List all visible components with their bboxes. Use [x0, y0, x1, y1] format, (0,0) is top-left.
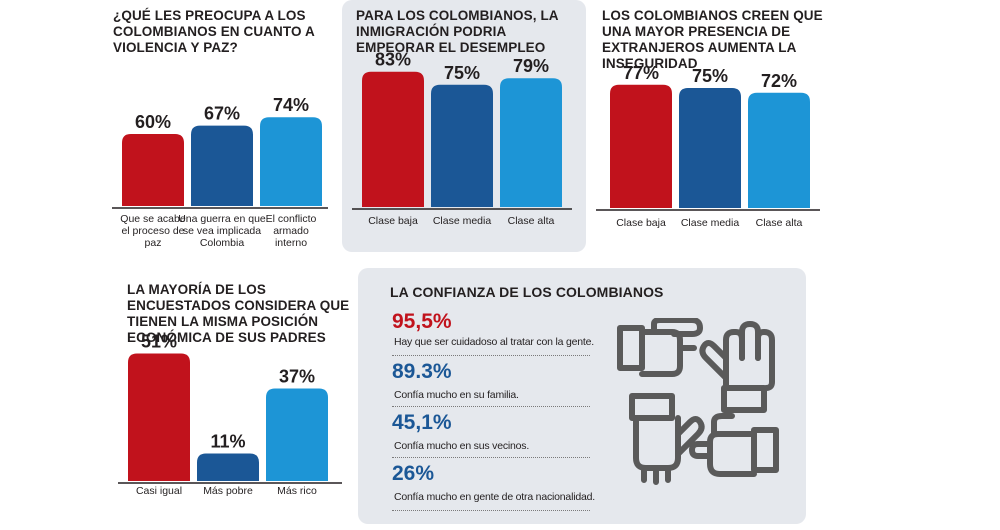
category-label-3-line-1: Más rico: [277, 485, 317, 497]
category-label-2-line-2: se vea implicada: [183, 225, 261, 237]
category-label-3-line-1: El conflicto: [266, 213, 317, 225]
trust-stat-value-3: 45,1%: [392, 411, 452, 434]
bar-1: [122, 134, 184, 206]
bar-3: [500, 78, 562, 207]
bar-value-label-2: 67%: [204, 104, 240, 124]
trust-stat-text-3: Confía mucho en sus vecinos.: [394, 440, 530, 452]
bar-3: [260, 117, 322, 206]
bar-1: [610, 84, 672, 208]
trust-stat-text-2: Confía mucho en su familia.: [394, 389, 519, 401]
bar-value-label-1: 60%: [135, 112, 171, 132]
bar-value-label-1: 83%: [375, 50, 411, 70]
category-label-3-line-1: Clase alta: [508, 215, 555, 227]
category-label-2-line-1: Una guerra en que: [178, 213, 266, 225]
category-label-1-line-2: el proceso de: [121, 225, 184, 237]
bar-2: [679, 88, 741, 208]
bar-3: [748, 92, 810, 208]
bar-value-label-3: 37%: [279, 367, 315, 387]
bar-2: [191, 125, 253, 206]
category-label-2-line-3: Colombia: [200, 237, 245, 249]
category-label-2-line-1: Clase media: [433, 215, 492, 227]
trust-title: LA CONFIANZA DE LOS COLOMBIANOS: [390, 284, 664, 300]
bar-value-label-3: 72%: [761, 71, 797, 91]
bar-value-label-2: 11%: [210, 432, 245, 452]
trust-stat-value-4: 26%: [392, 462, 435, 485]
category-label-1-line-1: Clase baja: [616, 217, 666, 229]
trust-stat-value-2: 89.3%: [392, 360, 452, 383]
bar-value-label-2: 75%: [444, 63, 480, 83]
bar-2: [197, 453, 259, 481]
bar-2: [431, 84, 493, 207]
bar-value-label-1: 51%: [141, 332, 177, 352]
trust-stat-value-1: 95,5%: [392, 310, 452, 333]
category-label-2-line-1: Más pobre: [203, 485, 253, 497]
chart-title-parents: LA MAYORÍA DE LOS ENCUESTADOS CONSIDERA …: [127, 282, 350, 345]
bar-value-label-3: 74%: [273, 95, 309, 115]
bar-value-label-1: 77%: [623, 63, 659, 83]
trust-stat-text-4: Confía mucho en gente de otra nacionalid…: [394, 491, 595, 503]
trust-panel-bg: [358, 268, 806, 524]
trust-divider-4: [392, 510, 590, 511]
trust-stat-text-1: Hay que ser cuidadoso al tratar con la g…: [394, 336, 594, 348]
category-label-2-line-1: Clase media: [681, 217, 740, 229]
category-label-1-line-1: Casi igual: [136, 485, 182, 497]
bar-3: [266, 388, 328, 481]
four-hands-trust-icon: [617, 318, 779, 485]
category-label-1-line-1: Clase baja: [368, 215, 418, 227]
bar-1: [362, 71, 424, 208]
bar-value-label-3: 79%: [513, 56, 549, 76]
chart-title-insecurity: LOS COLOMBIANOS CREEN QUE UNA MAYOR PRES…: [602, 8, 823, 71]
bar-1: [128, 353, 190, 481]
category-label-3-line-1: Clase alta: [756, 217, 803, 229]
chart-title-immigration: PARA LOS COLOMBIANOS, LA INMIGRACIÓN POD…: [356, 8, 559, 55]
category-label-3-line-3: interno: [275, 237, 307, 249]
category-label-1-line-1: Que se acabe: [120, 213, 186, 225]
category-label-1-line-3: paz: [145, 237, 162, 249]
trust-divider-1: [392, 355, 590, 356]
chart-title-violence: ¿QUÉ LES PREOCUPA A LOS COLOMBIANOS EN C…: [113, 8, 315, 55]
bar-value-label-2: 75%: [692, 66, 728, 86]
trust-divider-2: [392, 406, 590, 407]
category-label-3-line-2: armado: [273, 225, 309, 237]
trust-divider-3: [392, 457, 590, 458]
